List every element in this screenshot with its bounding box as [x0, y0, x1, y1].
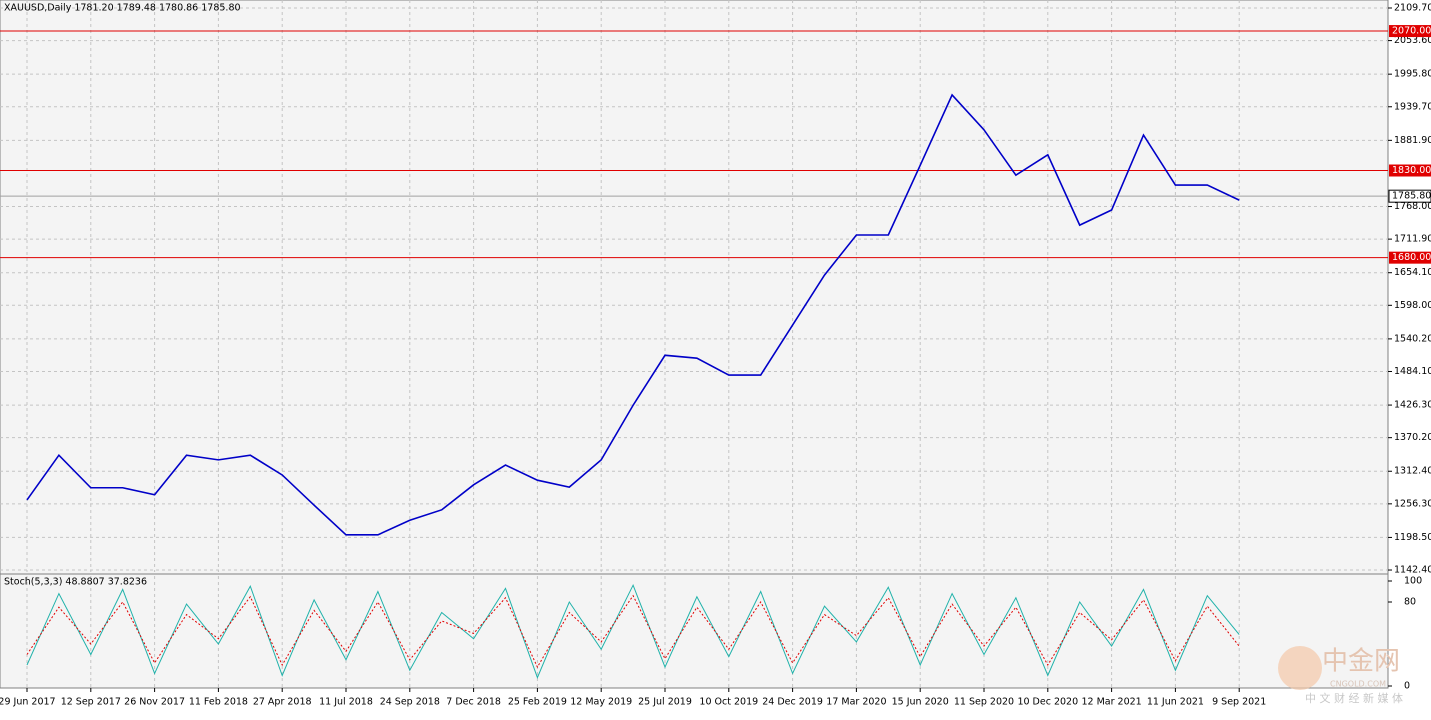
x-tick-label: 11 Jul 2018 [319, 697, 373, 708]
watermark-logo-icon [1278, 646, 1322, 690]
x-tick-label: 25 Jul 2019 [638, 697, 692, 708]
y-tick-label: 0 [1404, 681, 1410, 692]
y-tick-label: 1484.10 [1394, 366, 1431, 377]
y-tick-label: 1995.80 [1394, 69, 1431, 80]
x-tick-label: 12 May 2019 [570, 697, 632, 708]
level-label-box [1389, 25, 1431, 38]
y-tick-label: 1312.40 [1394, 466, 1431, 477]
x-tick-label: 29 Jun 2017 [0, 697, 56, 708]
level-label: 1830.00 [1392, 165, 1431, 176]
y-tick-label: 1711.90 [1394, 234, 1431, 245]
level-label-box [1389, 251, 1431, 264]
x-tick-label: 12 Sep 2017 [61, 697, 121, 708]
price-line [26, 93, 1240, 536]
x-tick-label: 11 Jun 2021 [1147, 697, 1204, 708]
watermark-site: CNGOLD.COM [1330, 680, 1386, 689]
x-tick-label: 24 Dec 2019 [762, 697, 823, 708]
y-tick-label: 1370.20 [1394, 432, 1431, 443]
x-tick-label: 17 Mar 2020 [826, 697, 886, 708]
x-tick-label: 10 Oct 2019 [699, 697, 758, 708]
y-tick-label: 2053.60 [1394, 35, 1431, 46]
y-tick-label: 1142.40 [1394, 565, 1431, 576]
x-tick-label: 7 Dec 2018 [446, 697, 501, 708]
price-line [26, 583, 1240, 679]
x-tick-label: 12 Mar 2021 [1081, 697, 1141, 708]
current-price-label: 1785.80 [1392, 191, 1431, 202]
current-price-box [1388, 189, 1431, 203]
x-tick-label: 15 Jun 2020 [892, 697, 949, 708]
watermark-slogan: 中 文 财 经 新 媒 体 [1305, 691, 1403, 705]
indicator-title: Stoch(5,3,3) 48.8807 37.8236 [4, 577, 147, 588]
x-tick-label: 27 Apr 2018 [253, 697, 312, 708]
y-tick-label: 80 [1404, 597, 1416, 608]
y-tick-label: 1939.70 [1394, 101, 1431, 112]
x-tick-label: 25 Feb 2019 [508, 697, 567, 708]
price-line [26, 594, 1240, 669]
y-tick-label: 1881.90 [1394, 135, 1431, 146]
plot-area [0, 0, 1389, 689]
level-label: 2070.00 [1392, 26, 1431, 37]
y-tick-label: 1256.30 [1394, 498, 1431, 509]
y-tick-label: 100 [1404, 576, 1422, 587]
x-tick-label: 24 Sep 2018 [380, 697, 440, 708]
chart-title: XAUUSD,Daily 1781.20 1789.48 1780.86 178… [4, 3, 241, 14]
y-tick-label: 1654.10 [1394, 267, 1431, 278]
x-tick-label: 26 Nov 2017 [124, 697, 185, 708]
y-tick-label: 1540.20 [1394, 333, 1431, 344]
y-tick-label: 1598.00 [1394, 300, 1431, 311]
y-tick-label: 1198.50 [1394, 532, 1431, 543]
y-tick-label: 2109.70 [1394, 2, 1431, 13]
level-label-box [1389, 164, 1431, 177]
y-tick-label: 1426.30 [1394, 400, 1431, 411]
watermark-logo: 中金网 [1322, 647, 1400, 677]
x-tick-label: 9 Sep 2021 [1212, 697, 1266, 708]
x-tick-label: 11 Feb 2018 [189, 697, 248, 708]
x-tick-label: 11 Sep 2020 [954, 697, 1014, 708]
level-label: 1680.00 [1392, 252, 1431, 263]
y-tick-label: 1768.00 [1394, 201, 1431, 212]
x-tick-label: 10 Dec 2020 [1017, 697, 1078, 708]
